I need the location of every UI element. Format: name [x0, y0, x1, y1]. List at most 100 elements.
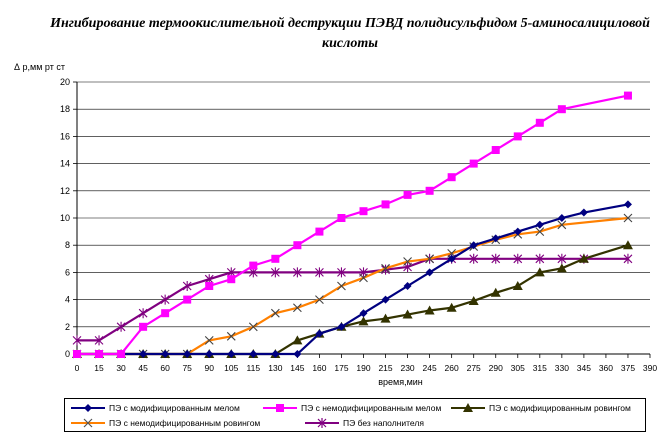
legend-item-2: ПЭ с немодифицированным мелом — [263, 402, 441, 414]
data-point-series-1 — [381, 295, 390, 304]
legend-label: ПЭ с модифицированным мелом — [109, 403, 240, 413]
series-line-1 — [77, 203, 629, 356]
data-point-series-1 — [205, 350, 214, 358]
y-tick-label: 6 — [65, 267, 70, 277]
data-point-series-5 — [72, 335, 82, 346]
legend-marker-star — [305, 418, 339, 428]
data-point-series-2 — [381, 200, 390, 209]
data-point-series-5 — [623, 253, 633, 264]
x-tick-label: 275 — [467, 363, 481, 373]
data-point-series-4 — [337, 281, 346, 291]
x-tick-label: 90 — [204, 363, 214, 373]
x-tick-label: 160 — [312, 363, 326, 373]
data-point-series-4 — [226, 331, 236, 341]
legend-item-3: ПЭ с модифицированным ровингом — [451, 402, 631, 414]
data-point-series-3 — [556, 263, 567, 273]
data-point-series-1 — [183, 350, 192, 358]
data-point-series-1 — [535, 220, 544, 229]
data-point-series-4 — [315, 295, 324, 304]
data-point-series-2 — [271, 254, 280, 263]
legend-label: ПЭ с немодифицированным мелом — [301, 403, 442, 413]
data-point-series-1 — [293, 350, 302, 358]
data-point-series-2 — [359, 207, 368, 216]
x-tick-label: 260 — [445, 363, 459, 373]
series-line-4 — [77, 216, 629, 356]
data-point-series-1 — [513, 227, 522, 236]
delta-symbol: Δ — [14, 62, 21, 72]
x-tick-label: 315 — [533, 363, 547, 373]
x-tick-label: 230 — [400, 363, 414, 373]
data-point-series-3 — [534, 267, 545, 277]
data-point-series-3 — [424, 305, 435, 315]
x-tick-label: 305 — [511, 363, 525, 373]
data-point-series-4 — [403, 257, 412, 266]
x-tick-label: 30 — [116, 363, 126, 373]
legend-label: ПЭ без наполнителя — [343, 418, 424, 428]
data-point-series-1 — [337, 322, 346, 331]
series-line-2 — [77, 94, 629, 356]
x-tick-label: 75 — [182, 363, 192, 373]
data-point-series-2 — [513, 132, 522, 141]
data-point-series-1 — [249, 350, 258, 358]
data-point-series-3 — [402, 309, 413, 319]
data-point-series-5 — [337, 267, 346, 278]
data-point-series-4 — [535, 227, 545, 236]
y-tick-label: 16 — [60, 131, 70, 141]
data-point-series-3 — [380, 313, 391, 323]
y-tick-label: 18 — [60, 104, 70, 114]
data-point-series-1 — [403, 282, 412, 290]
data-point-series-4 — [248, 322, 258, 332]
legend-marker-diamond — [71, 404, 105, 412]
data-point-series-4 — [270, 308, 280, 318]
data-point-series-5 — [138, 308, 148, 319]
x-tick-label: 245 — [423, 363, 437, 373]
legend-item-4: ПЭ с немодифицированным ровингом — [71, 417, 260, 429]
y-tick-label: 2 — [65, 322, 70, 332]
data-point-series-5 — [160, 294, 170, 305]
legend-label: ПЭ с немодифицированным ровингом — [109, 418, 261, 428]
data-point-series-5 — [182, 281, 192, 291]
data-point-series-1 — [425, 268, 434, 277]
data-point-series-1 — [315, 329, 324, 338]
y-tick-label: 0 — [65, 349, 70, 359]
x-tick-label: 360 — [599, 363, 613, 373]
x-tick-label: 390 — [643, 363, 657, 373]
data-point-series-1 — [557, 214, 566, 222]
data-point-series-2 — [205, 282, 214, 290]
x-tick-label: 175 — [334, 363, 348, 373]
chart-title: Ингибирование термоокислительной деструк… — [50, 16, 650, 51]
data-point-series-1 — [359, 309, 368, 318]
data-point-series-5 — [292, 267, 302, 278]
data-point-series-2 — [95, 350, 104, 358]
x-tick-label: 60 — [160, 363, 170, 373]
data-point-series-3 — [490, 287, 501, 297]
y-tick-label: 8 — [65, 240, 70, 250]
data-point-series-5 — [557, 253, 567, 264]
data-point-series-2 — [491, 146, 500, 154]
data-point-series-5 — [513, 253, 523, 264]
x-axis-label: время,мин — [378, 377, 423, 387]
data-point-series-4 — [381, 263, 390, 273]
data-point-series-1 — [227, 350, 236, 358]
data-point-series-1 — [271, 350, 280, 358]
data-point-series-3 — [446, 302, 457, 312]
legend-marker-x — [71, 418, 105, 428]
data-point-series-5 — [469, 253, 479, 264]
y-tick-label: 14 — [60, 159, 70, 169]
legend: ПЭ с модифицированным мелом ПЭ с немодиф… — [64, 398, 646, 432]
data-point-series-2 — [623, 91, 632, 100]
data-point-series-5 — [94, 335, 104, 346]
data-point-series-3 — [292, 335, 303, 345]
y-axis-label: Δ р,мм рт ст — [14, 62, 65, 72]
data-point-series-2 — [183, 295, 192, 304]
legend-label: ПЭ с модифицированным ровингом — [489, 403, 631, 413]
x-tick-label: 105 — [224, 363, 238, 373]
data-point-series-3 — [358, 316, 369, 326]
data-point-series-2 — [447, 173, 456, 182]
legend-marker-triangle — [451, 403, 485, 412]
x-tick-label: 375 — [621, 363, 635, 373]
x-tick-label: 290 — [489, 363, 503, 373]
data-point-series-4 — [623, 213, 633, 223]
data-point-series-5 — [535, 253, 545, 264]
data-point-series-2 — [117, 350, 126, 358]
